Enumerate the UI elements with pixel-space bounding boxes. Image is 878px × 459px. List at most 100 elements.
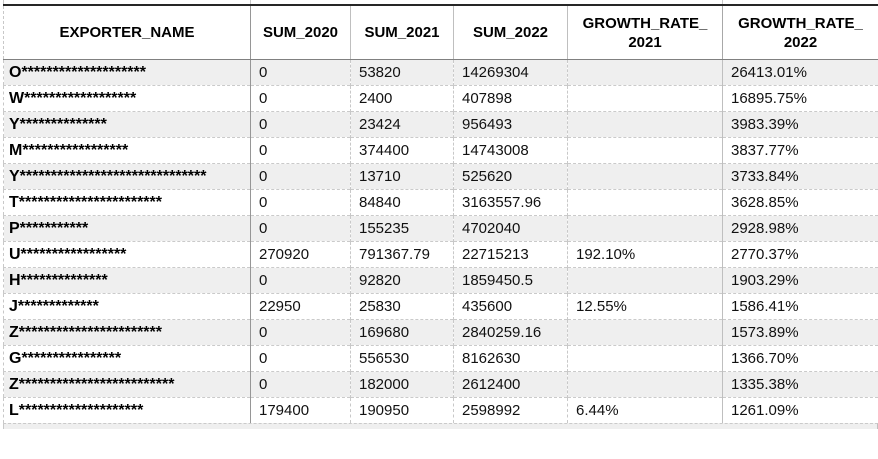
growth-rate-2022-cell[interactable]: 16895.75% bbox=[722, 85, 878, 112]
sum-2020-cell[interactable]: 0 bbox=[250, 163, 351, 190]
sum-2021-cell[interactable]: 53820 bbox=[350, 59, 454, 86]
sum-2021-cell[interactable]: 791367.79 bbox=[350, 241, 454, 268]
sum-2022-cell[interactable]: 2612400 bbox=[453, 371, 568, 398]
sum-2020-cell[interactable]: 0 bbox=[250, 319, 351, 346]
exporter-name-cell[interactable]: Z*********************** bbox=[3, 319, 251, 346]
exporter-name-cell[interactable]: T*********************** bbox=[3, 189, 251, 216]
exporter-name-cell[interactable]: W****************** bbox=[3, 85, 251, 112]
column-header-growth-rate-2022[interactable]: GROWTH_RATE_ 2022 bbox=[722, 5, 878, 60]
sum-2022-cell[interactable]: 435600 bbox=[453, 293, 568, 320]
sum-2021-cell[interactable]: 155235 bbox=[350, 215, 454, 242]
sum-2022-cell[interactable]: 2840259.16 bbox=[453, 319, 568, 346]
growth-rate-2021-cell[interactable] bbox=[567, 319, 723, 346]
sum-2022-cell[interactable]: 3163557.96 bbox=[453, 189, 568, 216]
growth-rate-2022-cell[interactable]: 3733.84% bbox=[722, 163, 878, 190]
sum-2022-cell[interactable]: 4702040 bbox=[453, 215, 568, 242]
exporter-name-cell[interactable]: Z************************* bbox=[3, 371, 251, 398]
growth-rate-2022-cell[interactable]: 1903.29% bbox=[722, 267, 878, 294]
exporter-name-cell[interactable]: O******************** bbox=[3, 59, 251, 86]
sum-2021-cell[interactable]: 23424 bbox=[350, 111, 454, 138]
sum-2020-cell[interactable]: 0 bbox=[250, 59, 351, 86]
growth-rate-2021-cell[interactable]: 12.55% bbox=[567, 293, 723, 320]
sum-2022-cell[interactable]: 22715213 bbox=[453, 241, 568, 268]
sum-2020-cell[interactable]: 179400 bbox=[250, 397, 351, 423]
growth-rate-2022-cell[interactable]: 3983.39% bbox=[722, 111, 878, 138]
growth-rate-2022-cell[interactable]: 2928.98% bbox=[722, 215, 878, 242]
table-row: H************** 0 92820 1859450.5 1903.29% bbox=[3, 267, 878, 294]
sum-2020-cell[interactable]: 0 bbox=[250, 215, 351, 242]
exporter-name-cell[interactable]: H************** bbox=[3, 267, 251, 294]
growth-rate-2022-cell[interactable]: 1586.41% bbox=[722, 293, 878, 320]
sum-2020-cell[interactable]: 0 bbox=[250, 111, 351, 138]
growth-rate-2021-cell[interactable]: 6.44% bbox=[567, 397, 723, 423]
sum-2022-cell[interactable]: 407898 bbox=[453, 85, 568, 112]
sum-2021-cell[interactable]: 374400 bbox=[350, 137, 454, 164]
exporter-name-cell[interactable]: M***************** bbox=[3, 137, 251, 164]
column-header-exporter-name[interactable]: EXPORTER_NAME bbox=[3, 5, 251, 60]
exporter-name-cell[interactable]: U***************** bbox=[3, 241, 251, 268]
sum-2020-cell[interactable]: 0 bbox=[250, 345, 351, 372]
sum-2021-cell[interactable]: 556530 bbox=[350, 345, 454, 372]
growth-rate-2021-cell[interactable] bbox=[567, 137, 723, 164]
sum-2020-cell[interactable]: 0 bbox=[250, 189, 351, 216]
sum-2020-cell[interactable]: 0 bbox=[250, 267, 351, 294]
exporter-name-cell[interactable]: G**************** bbox=[3, 345, 251, 372]
gridline-tick bbox=[3, 0, 4, 4]
growth-rate-2022-cell[interactable]: 3837.77% bbox=[722, 137, 878, 164]
sum-2022-cell[interactable]: 14269304 bbox=[453, 59, 568, 86]
growth-rate-2021-cell[interactable] bbox=[567, 345, 723, 372]
table-row: J************* 22950 25830 435600 12.55% 1586… bbox=[3, 293, 878, 320]
growth-rate-2021-cell[interactable] bbox=[567, 85, 723, 112]
table-row: U***************** 270920 791367.79 2271521… bbox=[3, 241, 878, 268]
growth-rate-2022-cell[interactable]: 26413.01% bbox=[722, 59, 878, 86]
table-row: O******************** 0 53820 14269304 26413… bbox=[3, 59, 878, 86]
sum-2020-cell[interactable]: 0 bbox=[250, 137, 351, 164]
column-header-sum-2022[interactable]: SUM_2022 bbox=[453, 5, 568, 60]
column-header-sum-2020[interactable]: SUM_2020 bbox=[250, 5, 351, 60]
growth-rate-2021-cell[interactable] bbox=[567, 163, 723, 190]
growth-rate-2022-cell[interactable]: 1335.38% bbox=[722, 371, 878, 398]
growth-rate-2021-cell[interactable] bbox=[567, 189, 723, 216]
sum-2021-cell[interactable]: 169680 bbox=[350, 319, 454, 346]
sum-2020-cell[interactable]: 22950 bbox=[250, 293, 351, 320]
partial-next-row bbox=[3, 423, 878, 429]
sum-2022-cell[interactable]: 1859450.5 bbox=[453, 267, 568, 294]
sum-2021-cell[interactable]: 84840 bbox=[350, 189, 454, 216]
sum-2022-cell[interactable]: 14743008 bbox=[453, 137, 568, 164]
growth-rate-2021-cell[interactable] bbox=[567, 371, 723, 398]
growth-rate-2022-cell[interactable]: 1261.09% bbox=[722, 397, 878, 423]
table-row: M***************** 0 374400 14743008 3837.77… bbox=[3, 137, 878, 164]
sum-2022-cell[interactable]: 956493 bbox=[453, 111, 568, 138]
growth-rate-2022-cell[interactable]: 1366.70% bbox=[722, 345, 878, 372]
exporter-name-cell[interactable]: Y****************************** bbox=[3, 163, 251, 190]
sum-2021-cell[interactable]: 92820 bbox=[350, 267, 454, 294]
growth-rate-2021-cell[interactable] bbox=[567, 267, 723, 294]
growth-rate-2021-cell[interactable] bbox=[567, 215, 723, 242]
column-header-sum-2021[interactable]: SUM_2021 bbox=[350, 5, 454, 60]
sum-2022-cell[interactable]: 8162630 bbox=[453, 345, 568, 372]
growth-rate-2021-cell[interactable] bbox=[567, 59, 723, 86]
growth-rate-2021-cell[interactable]: 192.10% bbox=[567, 241, 723, 268]
growth-rate-2021-cell[interactable] bbox=[567, 111, 723, 138]
sum-2022-cell[interactable]: 525620 bbox=[453, 163, 568, 190]
sum-2021-cell[interactable]: 182000 bbox=[350, 371, 454, 398]
exporter-name-cell[interactable]: L******************** bbox=[3, 397, 251, 423]
sum-2022-cell[interactable]: 2598992 bbox=[453, 397, 568, 423]
growth-rate-2022-cell[interactable]: 3628.85% bbox=[722, 189, 878, 216]
table-body: O******************** 0 53820 14269304 26413… bbox=[3, 59, 878, 423]
exporter-name-cell[interactable]: P*********** bbox=[3, 215, 251, 242]
growth-rate-2022-cell[interactable]: 2770.37% bbox=[722, 241, 878, 268]
sum-2021-cell[interactable]: 2400 bbox=[350, 85, 454, 112]
sum-2020-cell[interactable]: 0 bbox=[250, 371, 351, 398]
sum-2021-cell[interactable]: 13710 bbox=[350, 163, 454, 190]
growth-rate-2022-cell[interactable]: 1573.89% bbox=[722, 319, 878, 346]
exporter-name-cell[interactable]: Y************** bbox=[3, 111, 251, 138]
sum-2021-cell[interactable]: 190950 bbox=[350, 397, 454, 423]
column-header-growth-rate-2021[interactable]: GROWTH_RATE_ 2021 bbox=[567, 5, 723, 60]
sum-2020-cell[interactable]: 270920 bbox=[250, 241, 351, 268]
table-row: Z*********************** 0 169680 2840259.1… bbox=[3, 319, 878, 346]
sum-2021-cell[interactable]: 25830 bbox=[350, 293, 454, 320]
table-row: Y****************************** 0 13710 525… bbox=[3, 163, 878, 190]
exporter-name-cell[interactable]: J************* bbox=[3, 293, 251, 320]
sum-2020-cell[interactable]: 0 bbox=[250, 85, 351, 112]
